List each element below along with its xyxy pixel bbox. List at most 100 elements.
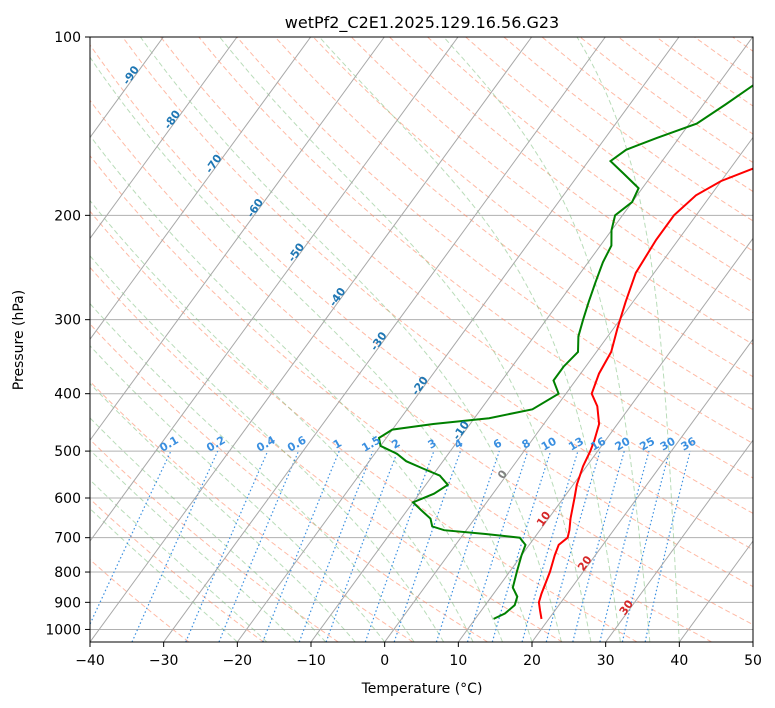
y-tick-label: 400 xyxy=(54,387,81,403)
y-axis-title: Pressure (hPa) xyxy=(11,290,27,390)
pressure-grid xyxy=(90,37,753,630)
moist-adiabat-line xyxy=(90,199,474,642)
mixing-ratio-line xyxy=(572,450,625,642)
mixing-ratio-line xyxy=(393,450,462,642)
isotherm-line xyxy=(457,237,753,642)
mixing-ratio-line xyxy=(262,450,340,642)
y-tick-label: 300 xyxy=(54,313,81,329)
y-tick-label: 1000 xyxy=(45,622,81,638)
isotherm-label: -80 xyxy=(161,108,183,132)
isotherm-line xyxy=(384,136,753,642)
dry-adiabat-line xyxy=(90,558,190,642)
mixing-ratio-line xyxy=(218,450,300,642)
mixing-ratio-line xyxy=(599,450,650,642)
dry-adiabat-line xyxy=(694,37,753,80)
dry-adiabat-line xyxy=(465,37,753,252)
moist-adiabat-line xyxy=(90,417,327,642)
y-tick-label: 200 xyxy=(54,208,81,224)
mixing-ratio-label: 3 xyxy=(426,437,439,452)
x-axis: −40 −30 −20 −10 0 10 20 30 40 50 xyxy=(75,642,762,669)
mixing-ratio-line xyxy=(621,450,671,642)
mixing-ratio-label: 6 xyxy=(491,436,504,451)
dry-adiabat-line xyxy=(771,37,775,642)
y-tick-label: 100 xyxy=(54,30,81,46)
isotherm-line xyxy=(90,37,385,442)
moist-adiabat-line xyxy=(90,56,533,642)
y-tick-label: 600 xyxy=(54,491,81,507)
dry-adiabat-line xyxy=(90,99,753,626)
dry-adiabat-line xyxy=(617,37,753,135)
x-axis-title: Temperature (°C) xyxy=(361,681,483,697)
x-tick-label: 10 xyxy=(449,653,467,669)
dry-adiabat-line xyxy=(90,210,638,642)
dry-adiabat-line xyxy=(503,37,753,222)
isotherm-label: -40 xyxy=(326,285,348,309)
isotherm-label: -30 xyxy=(368,329,390,353)
mixing-ratio-line xyxy=(364,450,435,642)
y-axis: 100 200 300 400 500 600 700 800 900 1000 xyxy=(45,30,90,638)
x-tick-label: 30 xyxy=(597,653,615,669)
mixing-ratio-line xyxy=(644,450,691,642)
mixing-ratio-line xyxy=(298,450,374,642)
mixing-ratio-line xyxy=(545,450,601,642)
y-tick-label: 800 xyxy=(54,565,81,581)
dry-adiabat-line xyxy=(312,37,753,378)
dry-adiabat-line xyxy=(90,44,753,588)
isotherm-line xyxy=(531,338,753,642)
mixing-ratio-line xyxy=(131,450,219,642)
x-tick-label: 50 xyxy=(744,653,762,669)
isotherm-line xyxy=(90,37,533,642)
moist-adiabat-line xyxy=(90,134,503,642)
temperature-profile-line xyxy=(537,167,753,620)
dry-adiabat-line xyxy=(732,37,753,52)
mixing-ratio-label: 8 xyxy=(520,437,533,452)
isotherm-line xyxy=(163,37,606,642)
isotherm-line xyxy=(752,641,753,642)
isotherm-line xyxy=(236,37,680,642)
isotherm-label: -70 xyxy=(203,152,225,176)
isotherm-label: 0 xyxy=(495,467,510,481)
dry-adiabat-line xyxy=(427,37,753,283)
plot-frame xyxy=(89,36,754,643)
x-tick-label: −30 xyxy=(149,653,179,669)
x-tick-label: 0 xyxy=(380,653,389,669)
isotherm-line xyxy=(90,37,459,542)
mixing-ratio-label: 2 xyxy=(389,437,402,452)
dry-adiabat-line xyxy=(198,37,753,479)
dry-adiabat-line xyxy=(389,37,753,314)
isotherm-line xyxy=(605,439,753,642)
dry-adiabat-line xyxy=(350,37,753,345)
dry-adiabat-line xyxy=(90,266,563,642)
moist-adiabat-line xyxy=(576,37,680,642)
dry-adiabat-line xyxy=(541,37,753,193)
mixing-ratio-line xyxy=(521,450,579,642)
x-tick-label: −40 xyxy=(75,653,105,669)
isotherm-line xyxy=(90,37,238,240)
moist-adiabat-line xyxy=(90,449,297,642)
moist-adiabat-line xyxy=(319,37,621,642)
dry-adiabats xyxy=(90,37,775,642)
mixing-ratio-line xyxy=(466,450,529,642)
chart-title: wetPf2_C2E1.2025.129.16.56.G23 xyxy=(285,13,559,33)
moist-adiabat-line xyxy=(219,37,592,642)
isotherm-label: -90 xyxy=(120,63,142,87)
moist-adiabat-line xyxy=(90,507,238,642)
y-tick-label: 700 xyxy=(54,531,81,547)
isotherm-label: 10 xyxy=(534,509,554,529)
isotherm-line xyxy=(90,37,312,341)
moist-adiabats xyxy=(90,37,680,642)
y-tick-label: 900 xyxy=(54,595,81,611)
mixing-ratio-line xyxy=(491,450,552,642)
moist-adiabat-line xyxy=(90,255,445,642)
moist-adiabat-line xyxy=(90,302,415,642)
x-tick-label: −10 xyxy=(296,653,326,669)
x-tick-label: 40 xyxy=(670,653,688,669)
isotherm-label: 30 xyxy=(617,597,637,617)
isotherm-line xyxy=(310,37,753,642)
dry-adiabat-line xyxy=(122,37,753,551)
profile-series xyxy=(377,84,753,620)
isotherm-line xyxy=(678,540,753,642)
plot-area: 0.1 0.2 0.4 0.6 1 1.5 2 3 4 6 8 10 13 16 20 25 30 36-100-… xyxy=(90,37,775,642)
moist-adiabat-line xyxy=(139,37,562,642)
